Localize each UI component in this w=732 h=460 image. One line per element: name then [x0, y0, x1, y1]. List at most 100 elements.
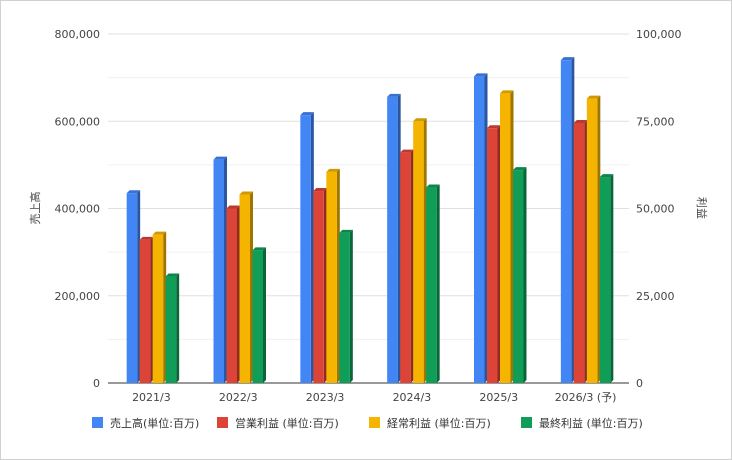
bar-side: [510, 90, 514, 383]
bar-side: [497, 125, 501, 383]
bar: [573, 119, 588, 384]
bar-side: [410, 149, 414, 383]
bar: [326, 168, 340, 383]
left-tick-label: 400,000: [55, 203, 101, 216]
bar-top: [560, 57, 575, 61]
bar: [239, 191, 253, 383]
bar: [560, 57, 575, 384]
bar-top: [413, 118, 427, 122]
bar-top: [474, 73, 488, 77]
bar-front: [126, 193, 138, 383]
right-tick-label: 75,000: [636, 115, 675, 128]
bar-top: [387, 93, 401, 97]
legend-label: 売上高(単位:百万): [110, 416, 199, 430]
bar-side: [176, 273, 180, 383]
legend-item: 最終利益 (単位:百万): [521, 416, 643, 430]
bar: [213, 156, 227, 383]
bar-front: [387, 96, 398, 383]
bar-front: [474, 76, 485, 383]
bar-top: [326, 168, 340, 172]
bar-top: [126, 190, 141, 194]
legend-label: 営業利益 (単位:百万): [235, 416, 339, 430]
x-tick-label: 2022/3: [219, 391, 258, 404]
legend-item: 売上高(単位:百万): [92, 416, 199, 430]
bar-front: [152, 234, 164, 383]
bar: [500, 90, 514, 383]
right-tick-label: 25,000: [636, 290, 675, 303]
right-tick-label: 0: [636, 377, 643, 390]
right-axis-title: 利益: [695, 197, 709, 219]
legend-swatch: [217, 417, 228, 428]
bar: [152, 231, 167, 383]
bar-front: [586, 98, 598, 383]
bar-side: [163, 231, 167, 383]
bar: [400, 149, 414, 383]
left-tick-label: 800,000: [55, 28, 101, 41]
bar-top: [239, 191, 253, 195]
bar: [513, 167, 527, 383]
right-tick-label: 100,000: [636, 28, 682, 41]
bar: [300, 112, 314, 383]
bar-side: [224, 156, 227, 383]
legend-item: 営業利益 (単位:百万): [217, 416, 339, 430]
bars: [126, 57, 614, 384]
bar-front: [599, 177, 611, 383]
legend-swatch: [521, 417, 532, 428]
bar-side: [237, 205, 240, 383]
left-tick-label: 600,000: [55, 115, 101, 128]
bar-top: [487, 125, 501, 129]
bar: [139, 236, 154, 383]
bar-side: [610, 174, 614, 383]
bar-front: [573, 122, 585, 384]
left-tick-label: 0: [93, 377, 100, 390]
bar: [599, 174, 614, 383]
bar-top: [599, 174, 614, 178]
bar-front: [400, 152, 411, 383]
bar-front: [339, 232, 350, 383]
bar: [586, 95, 601, 383]
bar-front: [513, 170, 524, 383]
bar: [413, 118, 427, 383]
bar: [165, 273, 180, 383]
bar-front: [313, 191, 324, 383]
bar-top: [426, 184, 440, 188]
bar: [226, 205, 240, 383]
bar: [252, 247, 266, 383]
bar-top: [252, 247, 266, 251]
x-tick-label: 2021/3: [132, 391, 171, 404]
bar-top: [152, 231, 167, 235]
bar-side: [336, 168, 340, 383]
bar-side: [484, 73, 488, 383]
bar-top: [300, 112, 314, 116]
bar: [387, 93, 401, 383]
left-tick-label: 200,000: [55, 290, 101, 303]
right-tick-label: 50,000: [636, 203, 675, 216]
bar-side: [349, 229, 353, 383]
bar-top: [573, 119, 588, 123]
bar-top: [139, 236, 154, 240]
bar: [313, 188, 327, 383]
bar-front: [139, 239, 151, 383]
bar-front: [239, 194, 250, 383]
bar-front: [413, 121, 424, 383]
bar-top: [165, 273, 180, 277]
bar-front: [252, 250, 263, 383]
bar-top: [500, 90, 514, 94]
legend-item: 経常利益 (単位:百万): [369, 416, 491, 430]
legend-label: 経常利益 (単位:百万): [387, 416, 491, 430]
x-tick-label: 2023/3: [306, 391, 345, 404]
bar-front: [226, 208, 237, 383]
x-tick-label: 2026/3 (予): [555, 391, 617, 404]
bar-side: [397, 93, 401, 383]
legend-swatch: [92, 417, 103, 428]
left-axis-ticks: 0 200,000 400,000 600,000 800,000: [55, 28, 101, 390]
bar-top: [586, 95, 601, 99]
bar-side: [584, 119, 588, 384]
bar: [474, 73, 488, 383]
bar-side: [436, 184, 440, 383]
bar-top: [339, 229, 353, 233]
x-tick-label: 2024/3: [393, 391, 432, 404]
bar-front: [560, 60, 572, 384]
